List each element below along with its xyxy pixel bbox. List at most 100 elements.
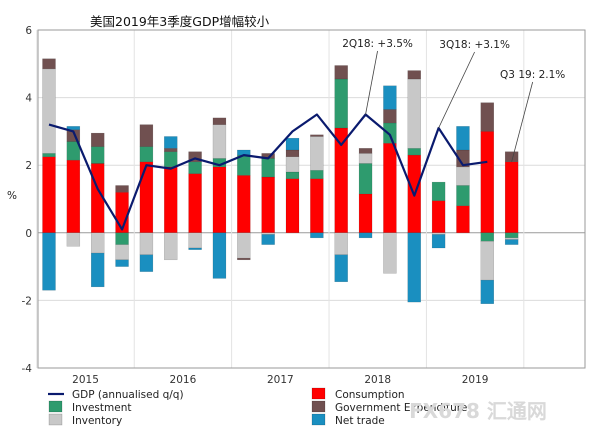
y-axis-label: %	[7, 190, 17, 202]
bar-segment-investment	[285, 171, 300, 179]
bar-segment-investment	[188, 161, 202, 174]
bar-segment-net_trade	[504, 239, 519, 245]
y-tick-label: 6	[25, 25, 32, 37]
bar-segment-net_trade	[261, 234, 275, 245]
x-year-label: 2015	[72, 374, 99, 386]
legend-label-inventory: Inventory	[72, 415, 122, 427]
legend-swatch-investment	[48, 400, 63, 413]
bar-segment-government	[310, 134, 324, 137]
bar-segment-inventory	[164, 232, 178, 261]
y-tick-label: 0	[25, 228, 32, 240]
bar-segment-government	[480, 102, 494, 132]
bar-segment-government	[139, 124, 154, 147]
bar-segment-investment	[407, 148, 421, 156]
annotation-label: Q3 19: 2.1%	[500, 69, 565, 81]
bar-segment-government	[90, 132, 105, 147]
bar-segment-government	[42, 58, 56, 70]
y-tick-label: -4	[22, 363, 33, 375]
bar-segment-consumption	[42, 156, 56, 234]
bar-segment-net_trade	[164, 136, 178, 149]
chart-title: 美国2019年3季度GDP增幅较小	[90, 14, 270, 29]
bar-segment-net_trade	[334, 254, 348, 283]
bar-segment-net_trade	[456, 126, 470, 151]
annotation-pointer	[511, 81, 534, 162]
bars-layer	[42, 58, 519, 304]
bar-segment-investment	[383, 122, 397, 144]
bar-segment-inventory	[188, 232, 202, 249]
bar-segment-investment	[90, 146, 105, 164]
bar-segment-investment	[504, 232, 519, 239]
bar-segment-consumption	[383, 143, 397, 233]
y-tick-label: 2	[25, 160, 32, 172]
bar-segment-consumption	[66, 159, 81, 234]
legend-swatch-government	[311, 400, 326, 413]
bar-segment-investment	[480, 232, 494, 242]
gdp-line	[48, 113, 488, 231]
bar-segment-net_trade	[431, 234, 446, 249]
bar-segment-consumption	[456, 205, 470, 233]
bar-segment-net_trade	[383, 85, 397, 110]
bar-segment-inventory	[407, 78, 421, 149]
axes-layer: -4 -2 0 2 4 6 2015 2016 2017 2018 2019	[22, 25, 586, 386]
bar-segment-net_trade	[42, 232, 56, 291]
bar-segment-consumption	[480, 131, 494, 233]
bar-segment-consumption	[212, 166, 227, 234]
legend-label-government: Government Expenditure	[335, 402, 467, 414]
bar-segment-inventory	[285, 156, 300, 173]
bar-segment-consumption	[310, 178, 324, 233]
bar-segment-investment	[431, 181, 446, 201]
bar-segment-government	[383, 109, 397, 124]
bar-segment-consumption	[139, 161, 154, 234]
bar-segment-consumption	[358, 193, 373, 233]
x-year-label: 2018	[364, 374, 391, 386]
legend-label-gdp: GDP (annualised q/q)	[72, 389, 184, 401]
bar-segment-consumption	[261, 176, 275, 233]
bar-segment-investment	[42, 153, 56, 157]
legend-label-investment: Investment	[72, 402, 131, 414]
bar-segment-investment	[334, 78, 348, 129]
legend-label-consumption: Consumption	[335, 389, 405, 401]
bar-segment-government	[212, 117, 227, 125]
bar-segment-net_trade	[188, 247, 202, 250]
x-year-label: 2019	[462, 374, 489, 386]
legend-swatch-consumption	[311, 387, 326, 400]
bar-segment-government	[358, 148, 373, 154]
bar-segment-consumption	[285, 178, 300, 233]
legend: GDP (annualised q/q) Consumption Investmen…	[48, 387, 547, 427]
bar-segment-net_trade	[285, 137, 300, 151]
bar-segment-inventory	[334, 232, 348, 255]
annotation-pointer	[438, 51, 475, 129]
y-tick-label: 4	[25, 93, 32, 105]
legend-swatch-inventory	[48, 413, 63, 426]
bar-segment-inventory	[237, 232, 251, 259]
bar-segment-inventory	[480, 241, 494, 281]
bar-segment-government	[188, 151, 202, 163]
annotation-label: 3Q18: +3.1%	[439, 39, 510, 51]
bar-segment-government	[407, 70, 421, 80]
bar-segment-inventory	[90, 232, 105, 254]
annotations-layer: 2Q18: +3.5% 3Q18: +3.1% Q3 19: 2.1%	[342, 38, 565, 162]
bar-segment-government	[237, 257, 251, 261]
bar-segment-inventory	[66, 232, 81, 247]
legend-label-net_trade: Net trade	[335, 415, 385, 427]
bar-segment-investment	[310, 170, 324, 179]
bar-segment-inventory	[504, 237, 519, 240]
bar-segment-inventory	[431, 232, 446, 235]
bar-segment-inventory	[358, 153, 373, 164]
bar-segment-inventory	[139, 232, 154, 255]
bar-segment-government	[334, 65, 348, 80]
bar-segment-net_trade	[66, 126, 81, 130]
bar-segment-net_trade	[480, 279, 494, 304]
x-year-label: 2016	[170, 374, 197, 386]
bar-segment-consumption	[188, 173, 202, 233]
annotation-label: 2Q18: +3.5%	[342, 38, 413, 50]
bar-segment-investment	[358, 163, 373, 195]
bar-segment-government	[285, 149, 300, 157]
bar-segment-net_trade	[90, 252, 105, 288]
bar-segment-investment	[456, 185, 470, 206]
bar-segment-inventory	[383, 232, 397, 274]
bar-segment-net_trade	[358, 232, 373, 239]
gdp-line-layer	[48, 113, 488, 231]
plot-frame	[37, 29, 586, 369]
